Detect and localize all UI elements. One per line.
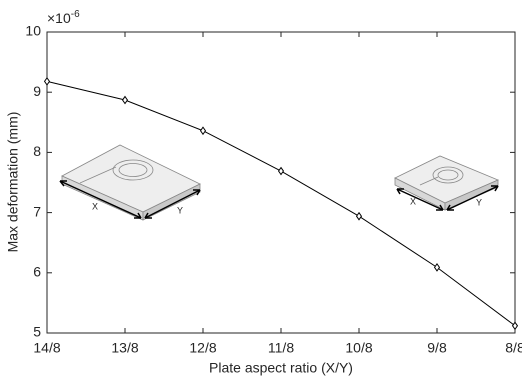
x-tick-label: 9/8 bbox=[427, 340, 447, 356]
chart: Plate aspect ratio (X/Y) Max deformation… bbox=[0, 0, 522, 381]
multiplier-base: ×10 bbox=[47, 10, 71, 26]
x-tick-label: 10/8 bbox=[345, 340, 372, 356]
y-tick-label: 9 bbox=[33, 83, 41, 99]
inset-x-label: X bbox=[410, 196, 416, 206]
x-axis-label: Plate aspect ratio (X/Y) bbox=[209, 360, 353, 376]
y-multiplier: ×10-6 bbox=[47, 9, 80, 26]
x-tick-label: 13/8 bbox=[111, 340, 138, 356]
y-tick-label: 7 bbox=[33, 203, 41, 219]
y-tick-label: 6 bbox=[33, 264, 41, 280]
x-tick-label: 8/8 bbox=[505, 340, 522, 356]
inset-y-label: Y bbox=[177, 205, 183, 215]
y-tick-label: 10 bbox=[25, 23, 41, 39]
x-tick-label: 14/8 bbox=[33, 340, 60, 356]
x-tick-label: 11/8 bbox=[268, 340, 294, 356]
inset-x-label: X bbox=[92, 201, 98, 211]
y-tick-label: 8 bbox=[33, 143, 41, 159]
multiplier-exponent: -6 bbox=[71, 9, 80, 20]
inset-y-label: Y bbox=[476, 197, 482, 207]
x-tick-label: 12/8 bbox=[189, 340, 216, 356]
y-axis-label: Max deformation (mm) bbox=[5, 112, 21, 253]
y-tick-label: 5 bbox=[33, 324, 41, 340]
